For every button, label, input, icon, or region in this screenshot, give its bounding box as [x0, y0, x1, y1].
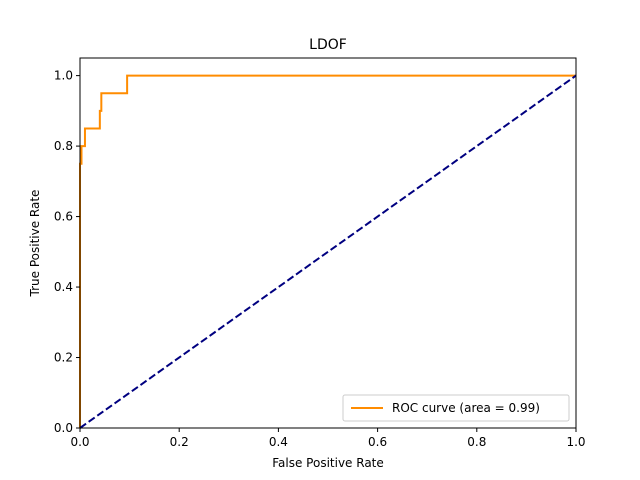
plot-frame — [79, 57, 577, 429]
chance-diagonal-line — [79, 74, 577, 429]
y-tick-label: 0.0 — [54, 421, 73, 435]
y-tick-label: 0.2 — [54, 351, 73, 365]
legend: ROC curve (area = 0.99) — [342, 394, 570, 422]
x-tick-label: 0.6 — [368, 435, 387, 449]
x-axis-ticks: 0.0 0.2 0.4 0.6 0.8 1.0 — [70, 428, 586, 449]
x-axis-title: False Positive Rate — [272, 456, 384, 470]
y-tick-label: 0.6 — [54, 210, 73, 224]
x-tick-label: 0.8 — [467, 435, 486, 449]
y-tick-label: 0.8 — [54, 139, 73, 153]
x-tick-label: 0.4 — [269, 435, 288, 449]
y-tick-label: 0.4 — [54, 280, 73, 294]
x-tick-label: 0.0 — [70, 435, 89, 449]
plot-area-background — [80, 58, 576, 428]
y-axis-ticks: 0.0 0.2 0.4 0.6 0.8 1.0 — [54, 69, 80, 435]
x-tick-label: 1.0 — [566, 435, 585, 449]
y-tick-label: 1.0 — [54, 69, 73, 83]
legend-box — [342, 394, 570, 422]
roc-curve-line — [79, 74, 576, 428]
legend-label-roc-curve: ROC curve (area = 0.99) — [392, 401, 540, 415]
chart-title: LDOF — [309, 37, 347, 53]
x-tick-label: 0.2 — [170, 435, 189, 449]
y-axis-title: True Positive Rate — [28, 190, 42, 298]
series-layer — [79, 74, 577, 429]
